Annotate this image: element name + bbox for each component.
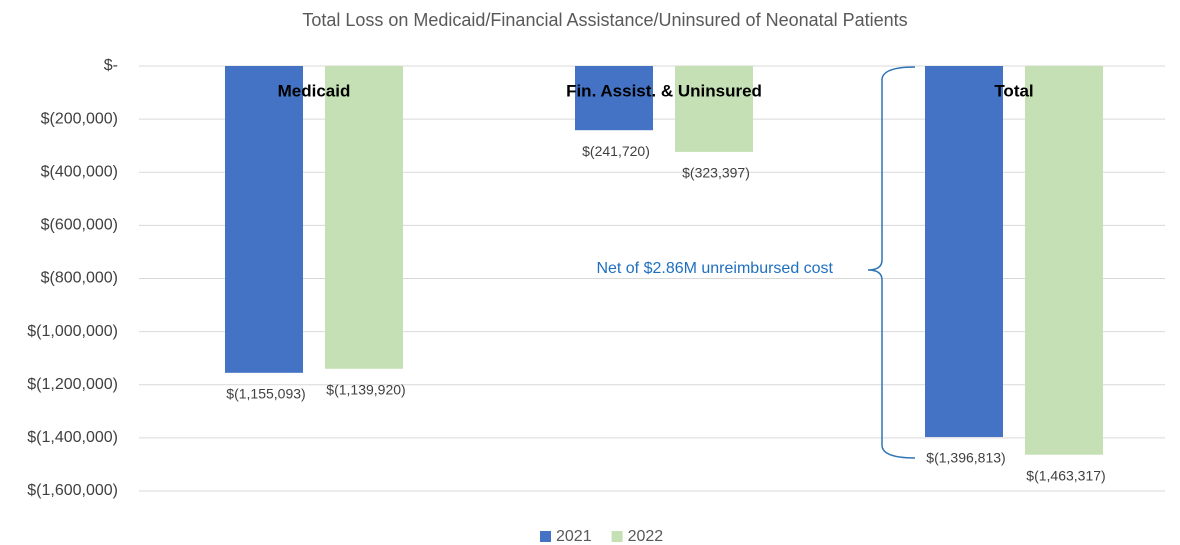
y-tick-label: $(1,600,000): [27, 482, 118, 499]
value-label: $(323,397): [682, 165, 750, 181]
bar: [925, 66, 1003, 438]
y-tick-label: $-: [104, 57, 118, 74]
bar: [575, 66, 653, 131]
category-label: Medicaid: [278, 81, 351, 100]
category-label: Total: [994, 81, 1033, 100]
value-label: $(1,396,813): [926, 450, 1005, 466]
bar: [325, 66, 403, 369]
bar: [675, 66, 753, 152]
annotation: Net of $2.86M unreimbursed cost: [596, 260, 833, 277]
value-label: $(241,720): [582, 143, 650, 159]
category-label: Fin. Assist. & Uninsured: [566, 81, 762, 100]
legend-swatch: [540, 531, 551, 542]
brace: [867, 66, 916, 459]
chart-title: Total Loss on Medicaid/Financial Assista…: [302, 10, 907, 30]
legend-label: 2022: [628, 528, 664, 545]
y-tick-label: $(1,400,000): [27, 429, 118, 446]
value-label: $(1,463,317): [1026, 467, 1105, 483]
value-label: $(1,155,093): [226, 386, 305, 402]
y-tick-label: $(1,200,000): [27, 376, 118, 393]
value-label: $(1,139,920): [326, 381, 405, 397]
bar: [225, 66, 303, 373]
legend-label: 2021: [556, 528, 592, 545]
bar: [1025, 66, 1103, 455]
y-tick-label: $(600,000): [41, 217, 118, 234]
y-tick-label: $(400,000): [41, 163, 118, 180]
y-tick-label: $(1,000,000): [27, 323, 118, 340]
legend-swatch: [611, 531, 623, 542]
y-tick-label: $(800,000): [41, 270, 118, 287]
y-tick-label: $(200,000): [41, 110, 118, 127]
